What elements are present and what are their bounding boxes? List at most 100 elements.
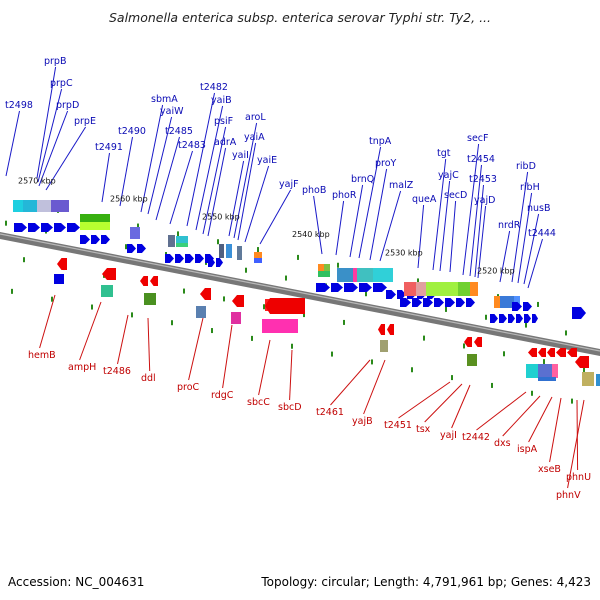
gene-connector-line xyxy=(313,195,323,255)
forward-gene-arrow xyxy=(185,254,194,263)
gene-connector-line xyxy=(432,158,447,271)
reverse-gene-arrow xyxy=(378,324,385,335)
forward-gene-arrow xyxy=(456,298,465,307)
reverse-gene-arrow xyxy=(528,348,537,357)
gene-label-t2454: t2454 xyxy=(467,154,495,165)
forward-gene-arrow xyxy=(101,235,110,244)
scale-label: 2550 kbp xyxy=(202,213,240,222)
protein-domain-block xyxy=(254,258,262,263)
gene-label-prpD: prpD xyxy=(56,100,79,111)
gene-label-malZ: malZ xyxy=(389,180,414,191)
gene-label-xseB: xseB xyxy=(538,464,561,475)
gene-label-prpE: prpE xyxy=(74,116,96,127)
gene-connector-line xyxy=(169,150,193,225)
scale-label: 2560 kbp xyxy=(110,195,148,204)
gene-label-t2485: t2485 xyxy=(165,126,193,137)
gene-connector-line xyxy=(140,104,164,213)
gene-label-t2442: t2442 xyxy=(462,432,490,443)
protein-domain-block xyxy=(80,214,110,222)
gene-label-rdgC: rdgC xyxy=(211,390,234,401)
forward-gene-arrow xyxy=(412,298,422,307)
forward-gene-arrow xyxy=(80,235,90,244)
gene-connector-line xyxy=(188,317,204,381)
gene-connector-line xyxy=(462,143,480,276)
gene-connector-line xyxy=(259,189,292,245)
gene-label-t2498: t2498 xyxy=(5,100,33,111)
protein-domain-block xyxy=(337,268,353,282)
forward-gene-arrow xyxy=(14,223,27,232)
gene-label-t2453: t2453 xyxy=(469,174,497,185)
gene-label-queA: queA xyxy=(412,194,437,205)
forward-gene-arrow xyxy=(523,302,532,311)
gene-connector-line xyxy=(119,136,133,207)
forward-gene-arrow xyxy=(490,314,498,323)
protein-domain-block xyxy=(324,264,330,271)
protein-domain-block xyxy=(237,246,242,260)
gene-label-yajD: yajD xyxy=(474,195,495,206)
gene-connector-line xyxy=(155,136,180,221)
gene-label-t2482: t2482 xyxy=(200,82,228,93)
gene-label-t2444: t2444 xyxy=(528,228,556,239)
forward-gene-arrow xyxy=(572,307,586,319)
gene-connector-line xyxy=(39,294,56,349)
forward-gene-arrow xyxy=(195,254,204,263)
gene-label-sbcC: sbcC xyxy=(247,397,270,408)
gene-connector-line xyxy=(258,339,271,396)
gene-connector-line xyxy=(36,66,57,179)
gene-connector-line xyxy=(567,399,585,489)
forward-gene-arrow xyxy=(216,258,223,267)
gene-connector-line xyxy=(195,105,224,231)
protein-domain-block xyxy=(80,222,110,230)
reverse-gene-arrow xyxy=(150,276,158,286)
scale-label: 2530 kbp xyxy=(385,248,423,257)
gene-label-sbmA: sbmA xyxy=(151,94,178,105)
gene-connector-line xyxy=(424,383,463,423)
gene-label-t2451: t2451 xyxy=(384,420,412,431)
protein-domain-block xyxy=(426,282,458,296)
gene-connector-line xyxy=(451,384,471,429)
protein-domain-block xyxy=(254,252,262,258)
protein-domain-block xyxy=(231,312,241,324)
gene-connector-line xyxy=(237,142,257,241)
forward-gene-arrow xyxy=(175,254,184,263)
forward-gene-arrow xyxy=(397,290,406,299)
gene-label-yaiI: yaiI xyxy=(232,150,249,161)
gene-label-sbcD: sbcD xyxy=(278,402,302,413)
gene-connector-line xyxy=(474,184,484,278)
gene-label-yajB: yajB xyxy=(352,416,373,427)
forward-gene-arrow xyxy=(516,314,523,323)
gene-connector-line xyxy=(37,88,63,183)
gene-connector-line xyxy=(202,126,227,235)
protein-domain-block xyxy=(416,282,426,296)
gene-connector-line xyxy=(502,395,541,437)
reverse-gene-arrow xyxy=(265,298,305,314)
forward-gene-arrow xyxy=(208,258,215,267)
gene-label-tsx: tsx xyxy=(416,424,431,435)
gene-label-ribD: ribD xyxy=(516,161,536,172)
forward-gene-arrow xyxy=(512,302,522,311)
gene-label-yaiB: yaiB xyxy=(211,95,232,106)
gene-connector-line xyxy=(527,238,543,289)
protein-domain-block xyxy=(582,372,594,386)
gene-connector-line xyxy=(228,160,245,237)
protein-domain-block xyxy=(467,354,477,366)
reverse-gene-arrow xyxy=(556,348,566,357)
gene-label-yajI: yajI xyxy=(440,430,457,441)
forward-gene-arrow xyxy=(67,223,80,232)
forward-gene-block xyxy=(54,274,64,284)
forward-gene-arrow xyxy=(91,235,100,244)
gene-label-nusB: nusB xyxy=(527,203,551,214)
gene-label-yajF: yajF xyxy=(279,179,299,190)
gene-connector-line xyxy=(369,168,388,261)
protein-domain-block xyxy=(526,364,538,378)
reverse-gene-arrow xyxy=(538,348,546,357)
forward-gene-arrow xyxy=(400,298,411,307)
protein-domain-block xyxy=(226,244,232,258)
protein-domain-block xyxy=(23,200,37,212)
forward-gene-arrow xyxy=(373,283,387,292)
gene-label-dxs: dxs xyxy=(494,438,511,449)
gene-connector-line xyxy=(5,110,20,177)
protein-domain-block xyxy=(538,377,556,381)
scale-label: 2540 kbp xyxy=(292,230,330,239)
gene-connector-line xyxy=(439,180,451,272)
